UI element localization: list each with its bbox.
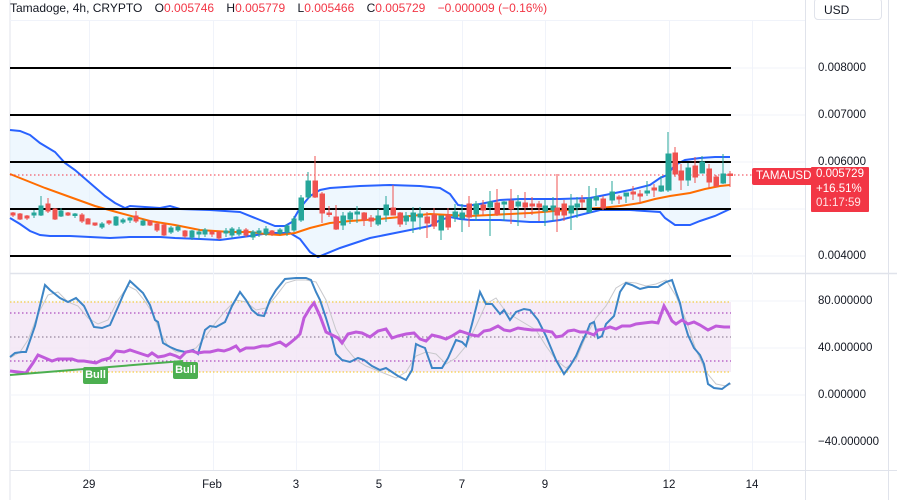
bull-label-text-1: Bull	[85, 369, 106, 381]
legend-open: 0.005746	[164, 1, 215, 15]
last-price-value: 0.005729	[816, 168, 864, 180]
time-label-9: 9	[541, 479, 549, 491]
legend-symbol[interactable]: Tamadoge	[10, 1, 67, 15]
bull-label-2[interactable]	[173, 362, 198, 379]
vertical-gridlines	[89, 20, 753, 470]
legend-low-label: L	[297, 1, 305, 15]
time-label-12: 12	[662, 479, 676, 491]
legend-close-label: C	[366, 1, 376, 15]
rsi-line	[9, 300, 730, 375]
bollinger-basis-line	[9, 173, 731, 237]
legend-close: 0.005729	[375, 1, 426, 15]
rsi-label-80: 80.000000	[818, 295, 873, 307]
horizontal-levels[interactable]	[10, 67, 731, 257]
bollinger-lower-line	[9, 208, 731, 259]
time-label-7: 7	[458, 479, 466, 491]
legend-open-label: O	[154, 1, 165, 15]
stoch-k-line	[9, 277, 731, 391]
time-label-29: 29	[82, 479, 96, 491]
rsi-label-0: 0.000000	[818, 389, 866, 401]
price-label-0-006: 0.006000	[818, 156, 866, 168]
currency-button[interactable]: USD	[814, 0, 882, 20]
legend-interval: 4h	[72, 1, 87, 15]
bar-countdown: 01:17:59	[816, 197, 861, 209]
time-label-feb: Feb	[202, 479, 222, 491]
legend-high-label: H	[226, 1, 236, 15]
bull-label-text-2: Bull	[175, 364, 196, 376]
rsi-label-40: 40.000000	[818, 342, 873, 354]
last-price-tag: 0.005729 +16.51% 01:17:59	[811, 167, 869, 212]
legend-low: 0.005466	[304, 1, 355, 15]
price-label-0-004: 0.004000	[818, 250, 866, 262]
stoch-d-line	[9, 279, 732, 387]
legend-change: −0.000009 (−0.16%)	[437, 1, 548, 15]
bollinger-band-fill	[10, 130, 730, 257]
legend-exchange: CRYPTO	[92, 1, 143, 15]
symbol-tag: TAMAUSD	[752, 168, 816, 185]
time-label-14: 14	[745, 479, 759, 491]
last-price-change: +16.51%	[816, 182, 862, 195]
legend-sep: ,	[66, 1, 73, 15]
time-label-3: 3	[292, 479, 300, 491]
legend-high: 0.005779	[235, 1, 286, 15]
chart-legend: Tamadoge, 4h, CRYPTO O0.005746 H0.005779…	[10, 1, 548, 15]
rsi-label-minus-40: −40.000000	[818, 436, 880, 448]
time-label-5: 5	[375, 479, 383, 491]
price-label-0-008: 0.008000	[818, 62, 866, 74]
candlesticks[interactable]	[10, 132, 733, 240]
price-label-0-007: 0.007000	[818, 109, 866, 121]
bollinger-upper-line	[9, 129, 730, 227]
bull-label-1[interactable]	[83, 367, 108, 384]
